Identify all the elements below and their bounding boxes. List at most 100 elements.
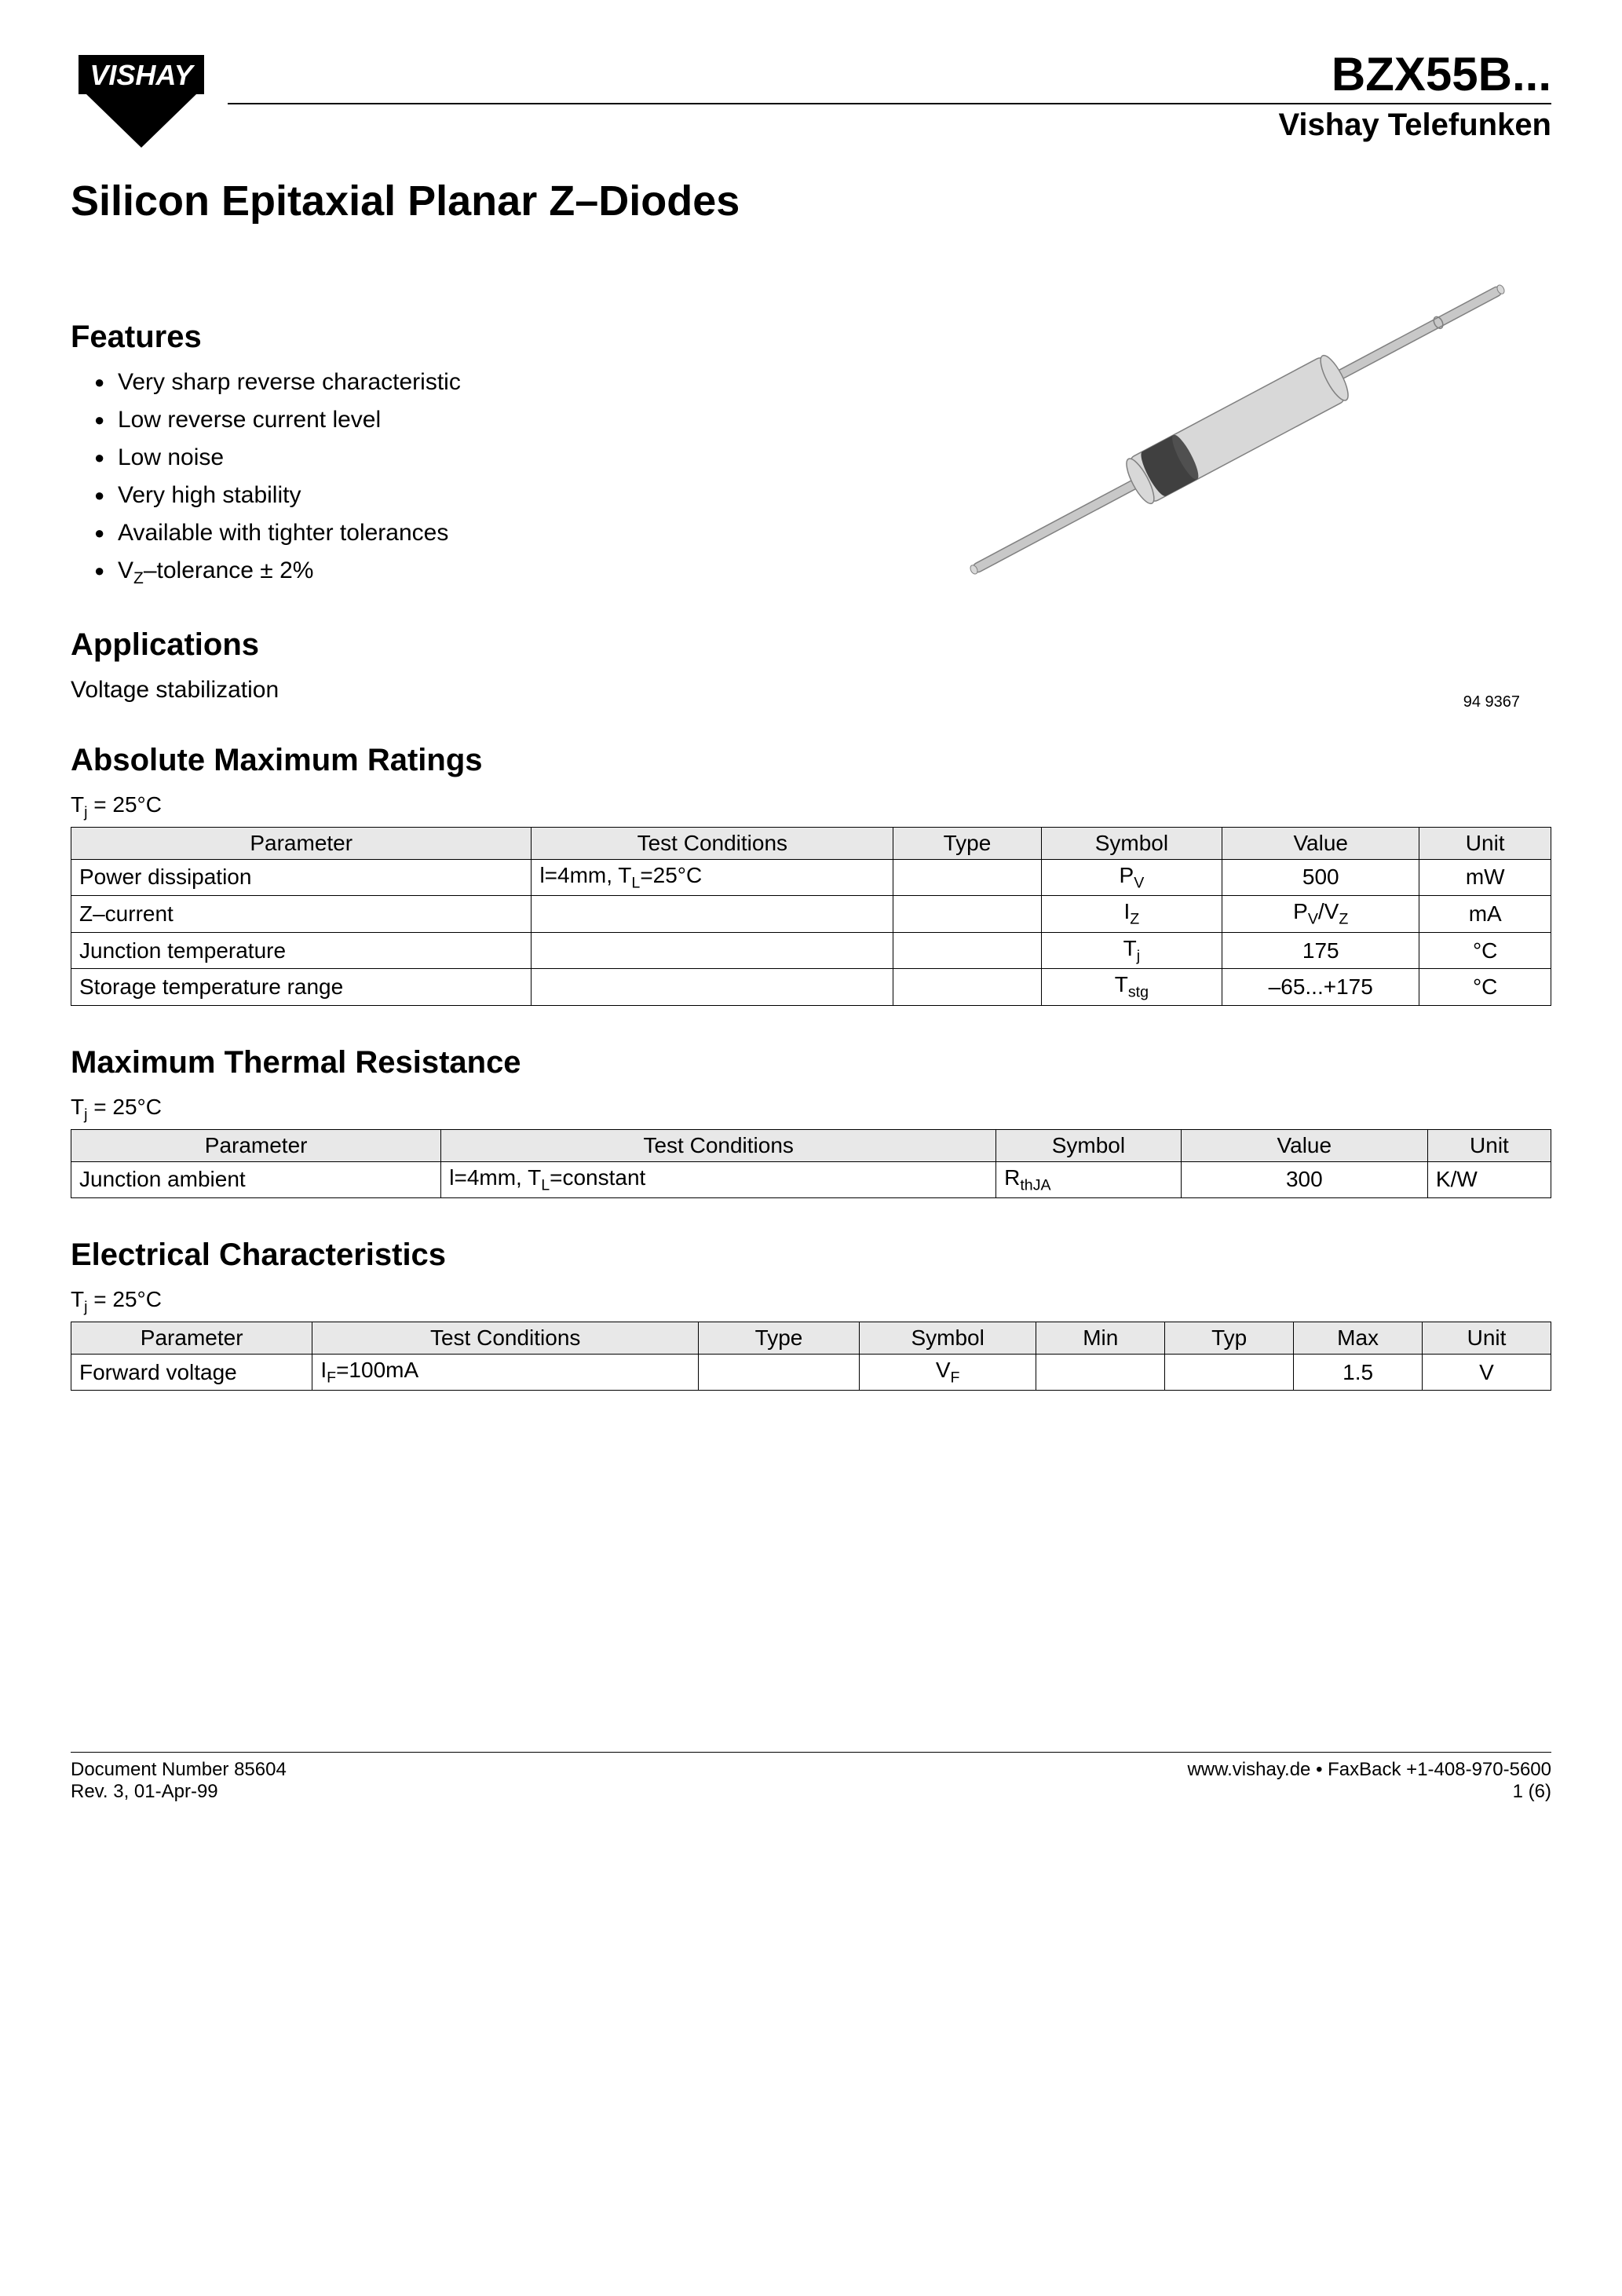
cell: VF xyxy=(859,1354,1036,1391)
col-header: Symbol xyxy=(996,1129,1182,1161)
cell: IF=100mA xyxy=(312,1354,699,1391)
vishay-logo-icon: VISHAY xyxy=(71,47,212,149)
electrical-condition: Tj = 25°C xyxy=(71,1287,1551,1317)
cell xyxy=(893,859,1041,896)
cell: RthJA xyxy=(996,1161,1182,1198)
cell: °C xyxy=(1419,932,1551,969)
table-row: Storage temperature range Tstg –65...+17… xyxy=(71,969,1551,1006)
feature-item: Available with tighter tolerances xyxy=(94,520,795,547)
col-header: Max xyxy=(1294,1322,1423,1354)
diode-illustration-icon xyxy=(923,265,1551,594)
electrical-table: Parameter Test Conditions Type Symbol Mi… xyxy=(71,1322,1551,1391)
features-list: Very sharp reverse characteristic Low re… xyxy=(71,369,795,588)
abs-max-heading: Absolute Maximum Ratings xyxy=(71,743,1551,778)
cell xyxy=(699,1354,860,1391)
logo-container: VISHAY xyxy=(71,47,228,153)
col-header: Value xyxy=(1181,1129,1427,1161)
footer-url: www.vishay.de • FaxBack +1-408-970-5600 xyxy=(1187,1759,1551,1781)
cell: PV xyxy=(1041,859,1222,896)
feature-item: Very high stability xyxy=(94,482,795,509)
page-number: 1 (6) xyxy=(1187,1781,1551,1803)
cell: Junction ambient xyxy=(71,1161,441,1198)
cell: Tj xyxy=(1041,932,1222,969)
table-header-row: Parameter Test Conditions Type Symbol Va… xyxy=(71,827,1551,859)
col-header: Test Conditions xyxy=(441,1129,996,1161)
cell: PV/VZ xyxy=(1222,896,1419,933)
feature-item: Very sharp reverse characteristic xyxy=(94,369,795,396)
col-header: Parameter xyxy=(71,1322,312,1354)
cell: °C xyxy=(1419,969,1551,1006)
company-name: Vishay Telefunken xyxy=(228,108,1551,143)
table-row: Z–current IZ PV/VZ mA xyxy=(71,896,1551,933)
col-header: Parameter xyxy=(71,827,532,859)
logo-text: VISHAY xyxy=(90,59,195,91)
thermal-table: Parameter Test Conditions Symbol Value U… xyxy=(71,1129,1551,1199)
cell: mW xyxy=(1419,859,1551,896)
features-applications-row: Features Very sharp reverse characterist… xyxy=(71,280,1551,704)
cell: 175 xyxy=(1222,932,1419,969)
col-header: Symbol xyxy=(1041,827,1222,859)
cell: 300 xyxy=(1181,1161,1427,1198)
cell: mA xyxy=(1419,896,1551,933)
cell xyxy=(532,896,893,933)
footer-left: Document Number 85604 Rev. 3, 01-Apr-99 xyxy=(71,1759,287,1803)
feature-item: Low reverse current level xyxy=(94,407,795,433)
feature-item: Low noise xyxy=(94,444,795,471)
table-header-row: Parameter Test Conditions Symbol Value U… xyxy=(71,1129,1551,1161)
table-row: Junction temperature Tj 175 °C xyxy=(71,932,1551,969)
cell xyxy=(532,932,893,969)
feature-item: VZ–tolerance ± 2% xyxy=(94,558,795,588)
table-row: Power dissipation l=4mm, TL=25°C PV 500 … xyxy=(71,859,1551,896)
part-number: BZX55B... xyxy=(228,47,1551,104)
cell: l=4mm, TL=constant xyxy=(441,1161,996,1198)
table-row: Forward voltage IF=100mA VF 1.5 V xyxy=(71,1354,1551,1391)
col-header: Test Conditions xyxy=(312,1322,699,1354)
applications-text: Voltage stabilization xyxy=(71,677,795,704)
revision: Rev. 3, 01-Apr-99 xyxy=(71,1781,287,1803)
thermal-condition: Tj = 25°C xyxy=(71,1095,1551,1124)
col-header: Parameter xyxy=(71,1129,441,1161)
col-header: Value xyxy=(1222,827,1419,859)
col-header: Unit xyxy=(1423,1322,1551,1354)
col-header: Test Conditions xyxy=(532,827,893,859)
cell: Z–current xyxy=(71,896,532,933)
table-row: Junction ambient l=4mm, TL=constant RthJ… xyxy=(71,1161,1551,1198)
image-caption: 94 9367 xyxy=(1463,693,1520,711)
title-column: BZX55B... Vishay Telefunken xyxy=(228,47,1551,143)
page-header: VISHAY BZX55B... Vishay Telefunken xyxy=(71,47,1551,153)
cell xyxy=(893,932,1041,969)
cell xyxy=(893,896,1041,933)
col-header: Min xyxy=(1036,1322,1165,1354)
footer-right: www.vishay.de • FaxBack +1-408-970-5600 … xyxy=(1187,1759,1551,1803)
cell: l=4mm, TL=25°C xyxy=(532,859,893,896)
main-title: Silicon Epitaxial Planar Z–Diodes xyxy=(71,177,1551,225)
electrical-heading: Electrical Characteristics xyxy=(71,1238,1551,1273)
col-header: Symbol xyxy=(859,1322,1036,1354)
cell: V xyxy=(1423,1354,1551,1391)
abs-max-condition: Tj = 25°C xyxy=(71,792,1551,822)
thermal-heading: Maximum Thermal Resistance xyxy=(71,1045,1551,1080)
table-header-row: Parameter Test Conditions Type Symbol Mi… xyxy=(71,1322,1551,1354)
features-heading: Features xyxy=(71,320,795,355)
cell: IZ xyxy=(1041,896,1222,933)
cell: Tstg xyxy=(1041,969,1222,1006)
cell: Forward voltage xyxy=(71,1354,312,1391)
col-header: Type xyxy=(699,1322,860,1354)
cell xyxy=(1165,1354,1294,1391)
col-header: Unit xyxy=(1427,1129,1551,1161)
doc-number: Document Number 85604 xyxy=(71,1759,287,1781)
col-header: Type xyxy=(893,827,1041,859)
cell: 1.5 xyxy=(1294,1354,1423,1391)
cell: 500 xyxy=(1222,859,1419,896)
cell: K/W xyxy=(1427,1161,1551,1198)
cell: Power dissipation xyxy=(71,859,532,896)
abs-max-table: Parameter Test Conditions Type Symbol Va… xyxy=(71,827,1551,1006)
cell: Junction temperature xyxy=(71,932,532,969)
cell: –65...+175 xyxy=(1222,969,1419,1006)
col-header: Typ xyxy=(1165,1322,1294,1354)
applications-heading: Applications xyxy=(71,627,795,663)
cell xyxy=(532,969,893,1006)
cell xyxy=(1036,1354,1165,1391)
page-footer: Document Number 85604 Rev. 3, 01-Apr-99 … xyxy=(71,1752,1551,1803)
col-header: Unit xyxy=(1419,827,1551,859)
